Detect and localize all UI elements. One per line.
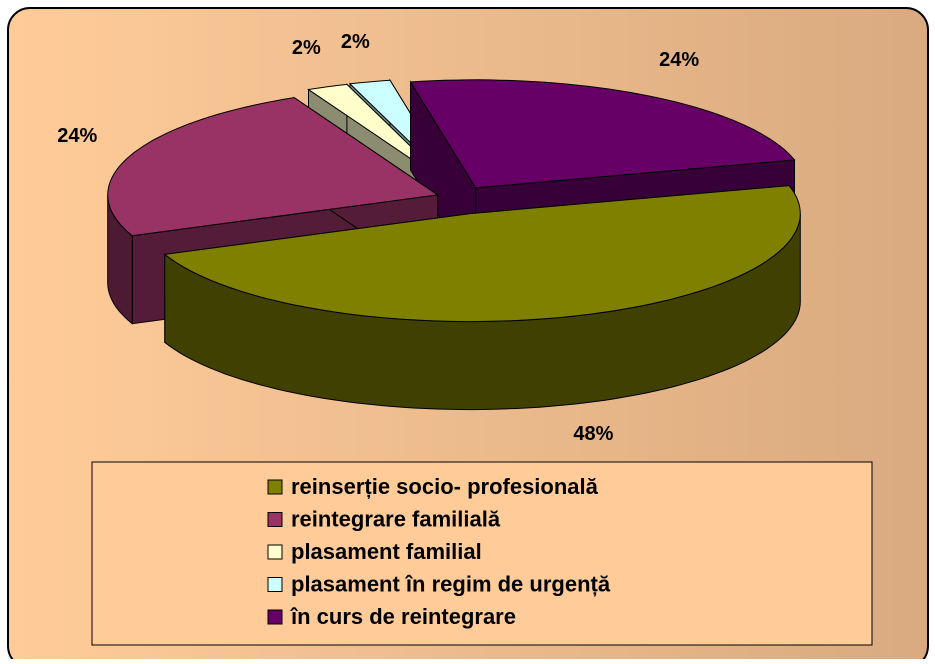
legend-box — [91, 461, 873, 646]
data-label: 24% — [659, 49, 699, 71]
data-label: 2% — [341, 31, 370, 53]
legend-swatch — [267, 609, 283, 625]
legend-swatch — [267, 512, 283, 527]
legend-label: reintegrare familială — [291, 506, 501, 531]
slice-top — [163, 185, 801, 323]
legend-label: plasament în regim de urgență — [291, 571, 611, 596]
legend: reinserție socio- profesională reintegrar… — [267, 474, 611, 629]
slice-top — [409, 79, 796, 189]
legend-label: reinserție socio- profesională — [291, 474, 599, 499]
legend-label: în curs de reintegrare — [290, 604, 516, 629]
legend-label: plasament familial — [291, 539, 482, 564]
legend-swatch — [267, 544, 283, 560]
pie: 48% 24% 2% 2% 24% — [57, 31, 801, 445]
data-label: 48% — [573, 423, 613, 445]
slice-top — [107, 97, 440, 237]
data-label: 24% — [57, 125, 97, 147]
legend-swatch — [267, 479, 283, 495]
data-label: 2% — [292, 37, 321, 59]
legend-swatch — [267, 577, 283, 592]
